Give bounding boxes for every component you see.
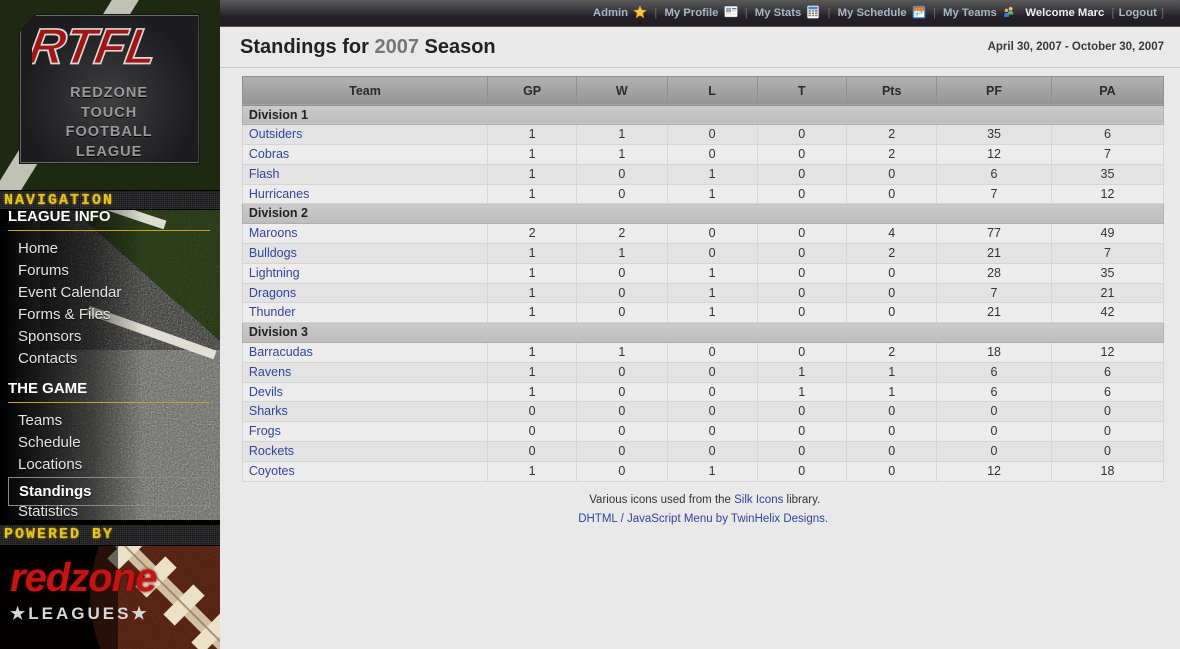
svg-text:RTFL: RTFL [32,22,162,74]
